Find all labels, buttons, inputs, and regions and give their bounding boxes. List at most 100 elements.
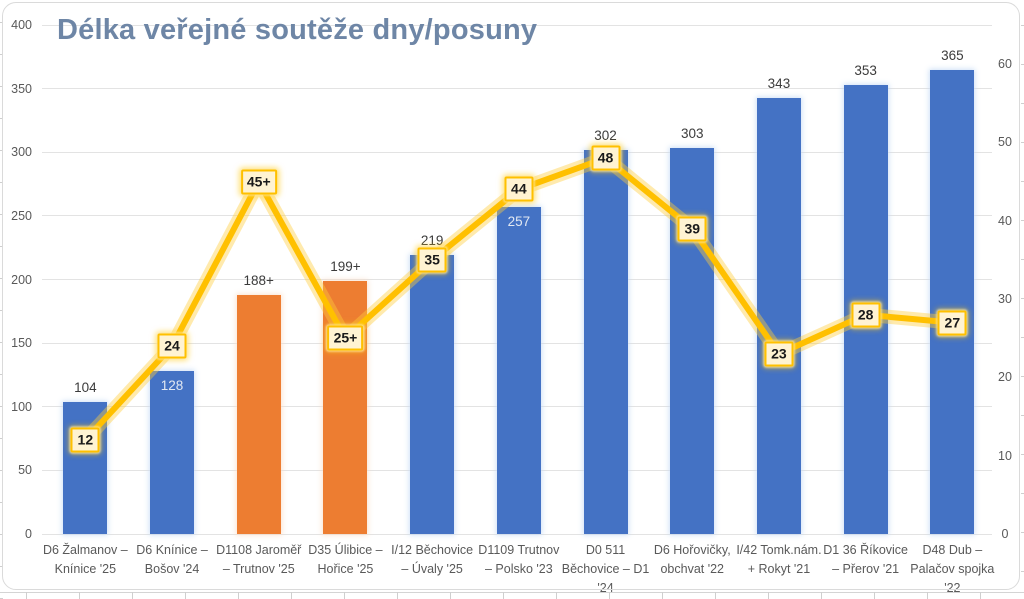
y-axis-right-tick-label: 20 [998,370,1012,385]
worksheet-row-tick-right [1021,298,1024,299]
x-axis-category-label-line: '24 [597,581,614,595]
line-marker-label[interactable]: 12 [70,427,100,453]
worksheet-row-tick-right [1021,454,1024,455]
x-axis-category-label-line: Bošov '24 [144,562,200,576]
worksheet-row-tick-right [1021,415,1024,416]
bar[interactable] [410,255,455,534]
bar-value-label: 128 [160,378,184,394]
worksheet-column-tick-bottom [344,592,345,599]
line-marker-label[interactable]: 25+ [327,325,364,351]
worksheet-row-tick-right [1021,376,1024,377]
line-marker-label[interactable]: 35 [417,247,447,273]
bar[interactable] [756,97,801,534]
worksheet-row-tick-left [0,118,3,119]
worksheet-column-tick-bottom [768,592,769,599]
bar[interactable] [236,294,281,534]
y-axis-left-tick-label: 250 [11,208,32,223]
chart-title: Délka veřejné soutěže dny/posuny [57,14,538,46]
worksheet-row-tick-right [1021,532,1024,533]
line-marker-label[interactable]: 48 [591,145,621,171]
worksheet-row-tick-left [0,22,3,23]
x-axis-category-label-line: I/12 Běchovice [391,543,474,557]
bar[interactable] [496,206,541,534]
worksheet-column-tick-bottom [291,592,292,599]
x-axis-category-label-line: – Trutnov '25 [222,562,295,576]
worksheet-row-tick-right [1021,181,1024,182]
worksheet-row-tick-right [1021,493,1024,494]
x-axis-category-label-line: D6 Hořovičky, [653,543,731,557]
x-axis-category-label: D6 Hořovičky, obchvat '22 [642,541,742,579]
worksheet-row-tick-left [0,438,3,439]
x-axis-category-label-line: – Polsko '23 [484,562,553,576]
x-axis-category-label-line: D0 511 [585,543,626,557]
worksheet-row-tick-right [1021,64,1024,65]
worksheet-column-tick-bottom [185,592,186,599]
worksheet-row-tick-left [0,374,3,375]
line-marker-label[interactable]: 24 [157,333,187,359]
worksheet-column-tick-bottom [238,592,239,599]
bar[interactable] [583,149,628,534]
x-axis-category-label: D6 Knínice – Bošov '24 [122,541,222,579]
y-axis-left-tick-label: 350 [11,81,32,96]
bar-value-label: 365 [941,47,964,63]
x-axis-category-label-line: D48 Dub – [922,543,983,557]
worksheet-row-line [0,592,1024,593]
x-axis-category-label-line: Hořice '25 [317,562,374,576]
worksheet-row-tick-left [0,534,3,535]
worksheet-column-tick-bottom [397,592,398,599]
worksheet-row-tick-right [1021,337,1024,338]
gridline [42,533,992,535]
worksheet-row-tick-left [0,502,3,503]
x-axis-category-label: D1108 Jaroměř – Trutnov '25 [209,541,309,579]
worksheet-column-tick-bottom [450,592,451,599]
y-axis-right-tick-label: 30 [998,292,1012,307]
bar-value-label: 343 [767,75,791,91]
worksheet-column-tick-bottom [556,592,557,599]
worksheet-row-tick-left [0,246,3,247]
bar-value-label: 302 [594,127,617,143]
worksheet-column-tick-bottom [662,592,663,599]
x-axis-category-label-line: I/42 Tomk.nám. [736,543,822,557]
bar[interactable] [930,69,975,534]
worksheet-row-tick-left [0,214,3,215]
bar[interactable] [670,148,715,534]
line-marker-label[interactable]: 44 [504,176,534,202]
x-axis-category-label-line: D6 Žalmanov – [42,543,128,557]
x-axis-category-label: D1109 Trutnov – Polsko '23 [469,541,569,579]
x-axis-category-label-line: D1109 Trutnov [478,543,560,557]
line-marker-label[interactable]: 27 [937,310,967,336]
worksheet-row-tick-left [0,470,3,471]
worksheet-column-tick-bottom [980,592,981,599]
worksheet-row-tick-left [0,150,3,151]
worksheet-row-tick-left [0,310,3,311]
worksheet-row-tick-left [0,182,3,183]
x-axis-category-label-line: '22 [944,581,961,595]
y-axis-right-tick-label: 0 [1001,527,1009,541]
worksheet-row-tick-right [1021,220,1024,221]
bar-value-label: 104 [74,379,97,395]
x-axis-category-label-line: D6 Knínice – [136,543,208,557]
y-axis-left-tick-label: 50 [18,463,32,478]
bar-value-label: 257 [507,213,531,229]
worksheet-column-tick-bottom [927,592,928,599]
gridline [42,24,992,26]
y-axis-left-tick-label: 150 [11,336,32,351]
y-axis-left-tick-label: 100 [11,399,32,414]
line-marker-label[interactable]: 45+ [240,169,277,195]
worksheet-column-tick-bottom [132,592,133,599]
worksheet-column-tick-bottom [503,592,504,599]
x-axis-category-label: I/42 Tomk.nám. + Rokyt '21 [729,541,829,579]
x-axis-category-label-line: Knínice '25 [54,562,117,576]
line-marker-label[interactable]: 23 [764,341,794,367]
worksheet-column-tick-bottom [874,592,875,599]
worksheet-column-tick-bottom [26,592,27,599]
line-marker-label[interactable]: 39 [677,216,707,242]
x-axis-category-label-line: D1108 Jaroměř [216,543,302,557]
bar[interactable] [150,371,195,534]
worksheet-row-tick-left [0,406,3,407]
line-marker-label[interactable]: 28 [851,302,881,328]
bar-value-label: 188+ [243,272,274,288]
x-axis-category-label-line: Palačov spojka [910,562,995,576]
gridline [42,151,992,153]
